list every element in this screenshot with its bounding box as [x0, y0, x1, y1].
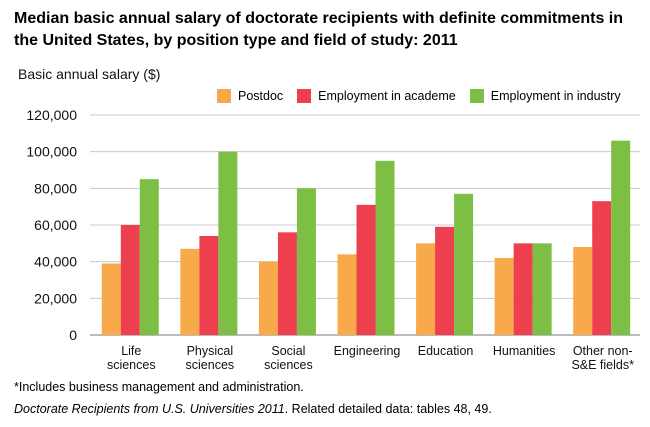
bar [258, 261, 278, 335]
x-tick-label-line: Other non- [573, 344, 633, 358]
x-tick-label-line: sciences [107, 358, 156, 372]
y-tick-label: 60,000 [34, 217, 77, 233]
bar [454, 193, 474, 335]
bar [611, 140, 631, 335]
x-tick-label: Education [418, 344, 474, 358]
x-tick-label-line: sciences [264, 358, 313, 372]
bar [592, 201, 612, 335]
y-tick-label: 40,000 [34, 254, 77, 270]
bar [218, 151, 238, 335]
x-tick-label: Physical sciences [186, 344, 235, 372]
y-tick-label: 80,000 [34, 180, 77, 196]
legend: Postdoc Employment in academe Employment… [217, 89, 635, 103]
x-tick-label: Humanities [493, 344, 556, 358]
legend-item-academe: Employment in academe [297, 89, 456, 103]
legend-item-postdoc: Postdoc [217, 89, 283, 103]
bar [139, 179, 159, 335]
y-tick-label: 120,000 [26, 107, 77, 123]
x-tick-label-line: Social [271, 344, 305, 358]
bar [494, 258, 514, 335]
legend-label-academe: Employment in academe [318, 89, 456, 103]
x-tick-label: Engineering [334, 344, 401, 358]
x-tick-label-line: S&E fields* [571, 358, 634, 372]
y-tick-label: 0 [69, 327, 77, 343]
x-tick-label-line: Education [418, 344, 474, 358]
x-tick-label: Other non-S&E fields* [571, 344, 634, 372]
bar [337, 254, 357, 335]
source-title: Doctorate Recipients from U.S. Universit… [14, 402, 285, 416]
bar [277, 232, 297, 335]
legend-label-postdoc: Postdoc [238, 89, 284, 103]
x-tick-label: Life sciences [107, 344, 156, 372]
x-tick-label-line: Physical [187, 344, 234, 358]
bar [296, 188, 316, 335]
legend-swatch-postdoc [217, 89, 231, 103]
y-axis-label: Basic annual salary ($) [18, 66, 161, 82]
bar [180, 248, 200, 335]
y-tick-label: 20,000 [34, 290, 77, 306]
bar [435, 226, 455, 335]
bar [375, 160, 395, 335]
bar [416, 243, 436, 335]
legend-swatch-industry [469, 89, 484, 103]
bar [356, 204, 376, 335]
x-tick-label-line: Engineering [334, 344, 401, 358]
source-detail: . Related detailed data: tables 48, 49. [284, 402, 492, 416]
legend-label-industry: Employment in industry [490, 89, 621, 103]
bar [573, 247, 593, 335]
bar [532, 243, 552, 335]
footnote: *Includes business management and admini… [14, 380, 304, 394]
legend-item-industry: Employment in industry [469, 89, 621, 103]
y-tick-label: 100,000 [26, 144, 77, 160]
bar [120, 225, 140, 335]
x-tick-label: Social sciences [264, 344, 313, 372]
legend-swatch-academe [297, 89, 312, 103]
bar [101, 263, 121, 335]
bar [199, 236, 219, 335]
bar [513, 243, 533, 335]
source-note: Doctorate Recipients from U.S. Universit… [14, 402, 492, 416]
chart-title: Median basic annual salary of doctorate … [14, 10, 624, 49]
x-tick-label-line: sciences [186, 358, 235, 372]
x-tick-label-line: Humanities [493, 344, 556, 358]
x-tick-label-line: Life [121, 344, 141, 358]
